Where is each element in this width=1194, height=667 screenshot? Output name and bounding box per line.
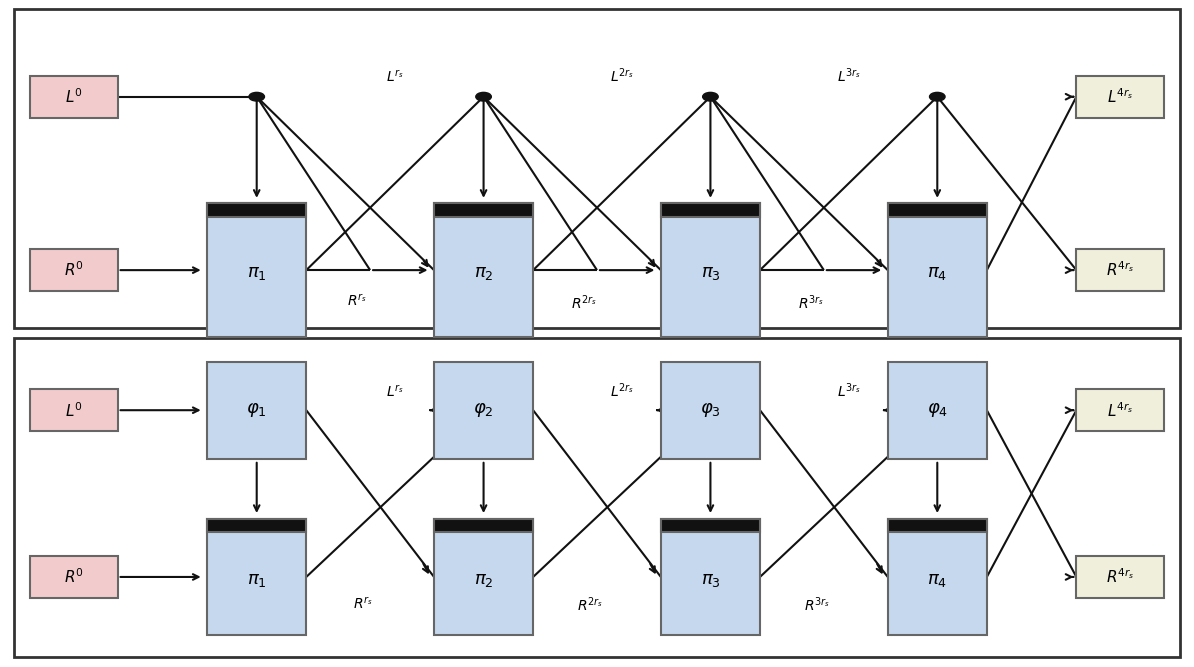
Bar — [14, 9, 1180, 328]
Bar — [31, 556, 117, 598]
Bar — [435, 519, 534, 532]
Bar — [888, 519, 986, 635]
Text: $\pi_{3}$: $\pi_{3}$ — [701, 572, 720, 589]
Text: $R^0$: $R^0$ — [64, 568, 84, 586]
Bar — [435, 203, 534, 217]
Circle shape — [475, 93, 492, 101]
Text: $R^{4r_s}$: $R^{4r_s}$ — [1106, 261, 1134, 279]
Bar — [31, 389, 117, 431]
Bar — [31, 249, 117, 291]
Text: $\pi_{4}$: $\pi_{4}$ — [928, 265, 947, 282]
Bar — [661, 203, 759, 337]
Bar — [435, 362, 534, 459]
Text: $L^{r_s}$: $L^{r_s}$ — [386, 384, 404, 400]
Text: $L^{4r_s}$: $L^{4r_s}$ — [1107, 401, 1133, 420]
Text: $\pi_{2}$: $\pi_{2}$ — [474, 265, 493, 282]
Text: $\varphi_{3}$: $\varphi_{3}$ — [700, 402, 721, 419]
Bar — [661, 519, 759, 635]
Bar — [1076, 75, 1163, 117]
Bar — [208, 203, 306, 337]
Bar — [661, 519, 759, 532]
Circle shape — [929, 93, 946, 101]
Text: $R^0$: $R^0$ — [64, 261, 84, 279]
Bar — [208, 519, 306, 532]
Text: $R^{2r_s}$: $R^{2r_s}$ — [577, 596, 603, 614]
Text: $\varphi_{2}$: $\varphi_{2}$ — [473, 402, 494, 419]
Bar — [661, 362, 759, 459]
Text: $\varphi_{1}$: $\varphi_{1}$ — [246, 402, 267, 419]
Text: $L^{3r_s}$: $L^{3r_s}$ — [837, 66, 861, 85]
Bar — [888, 519, 986, 532]
Text: $L^{2r_s}$: $L^{2r_s}$ — [610, 382, 634, 400]
Bar — [888, 362, 986, 459]
Text: $R^{r_s}$: $R^{r_s}$ — [347, 293, 368, 309]
Text: $\varphi_{4}$: $\varphi_{4}$ — [927, 402, 948, 419]
Bar — [14, 338, 1180, 657]
Bar — [208, 362, 306, 459]
Text: $\pi_{3}$: $\pi_{3}$ — [701, 265, 720, 282]
Text: $L^0$: $L^0$ — [66, 401, 82, 420]
Text: $R^{2r_s}$: $R^{2r_s}$ — [571, 293, 597, 312]
Text: $\pi_{4}$: $\pi_{4}$ — [928, 572, 947, 589]
Circle shape — [702, 93, 718, 101]
Text: $R^{4r_s}$: $R^{4r_s}$ — [1106, 568, 1134, 586]
Text: $L^{2r_s}$: $L^{2r_s}$ — [610, 66, 634, 85]
Bar — [1076, 556, 1163, 598]
Text: $R^{3r_s}$: $R^{3r_s}$ — [804, 596, 830, 614]
Bar — [888, 203, 986, 217]
Circle shape — [248, 93, 265, 101]
Bar — [435, 519, 534, 635]
Text: $\pi_{1}$: $\pi_{1}$ — [247, 265, 266, 282]
Bar — [1076, 249, 1163, 291]
Bar — [1076, 389, 1163, 431]
Text: $R^{r_s}$: $R^{r_s}$ — [353, 596, 374, 612]
Text: $\pi_{1}$: $\pi_{1}$ — [247, 572, 266, 589]
Text: $L^{3r_s}$: $L^{3r_s}$ — [837, 382, 861, 400]
Bar — [888, 203, 986, 337]
Bar — [661, 203, 759, 217]
Bar — [31, 75, 117, 117]
Bar — [435, 203, 534, 337]
Bar — [208, 203, 306, 217]
Text: $R^{3r_s}$: $R^{3r_s}$ — [798, 293, 824, 312]
Text: $L^0$: $L^0$ — [66, 87, 82, 106]
Text: $L^{4r_s}$: $L^{4r_s}$ — [1107, 87, 1133, 106]
Bar — [208, 519, 306, 635]
Text: $L^{r_s}$: $L^{r_s}$ — [386, 69, 404, 85]
Text: $\pi_{2}$: $\pi_{2}$ — [474, 572, 493, 589]
